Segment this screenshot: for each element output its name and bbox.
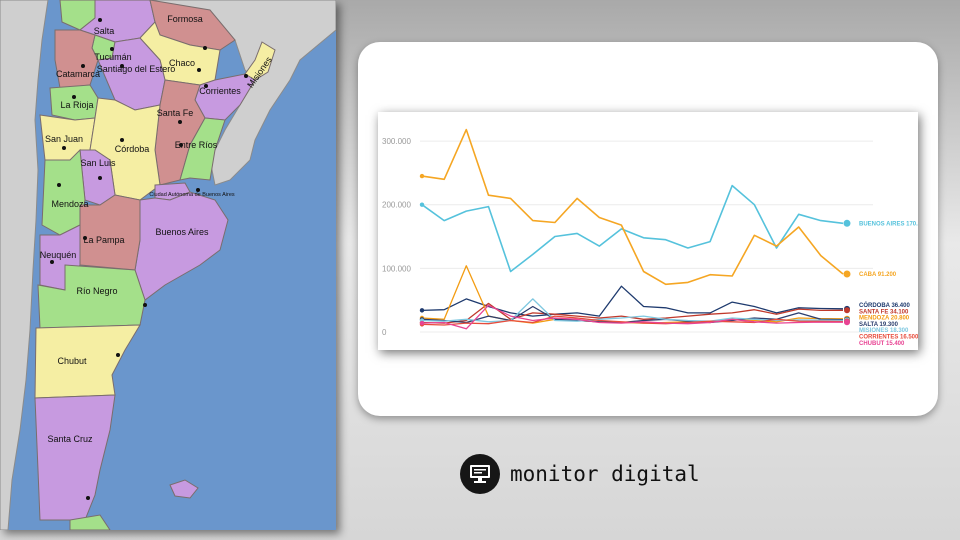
map-label-mendoza: Mendoza (51, 199, 88, 209)
argentina-map: Salta Formosa Tucumán Chaco Misiones Cat… (0, 0, 336, 530)
map-label-santiago: Santiago del Estero (97, 64, 176, 74)
capital-dots (50, 18, 248, 500)
brand: monitor digital (460, 454, 700, 494)
map-label-corrientes: Corrientes (199, 86, 241, 96)
y-axis-ticks: 0 100.000 200.000 300.000 (382, 137, 411, 337)
series-line (421, 128, 844, 286)
map-label-sanjuan: San Juan (45, 134, 83, 144)
series-start-point (419, 173, 425, 179)
series-end-point (844, 307, 850, 314)
chart-end-labels: BUENOS AIRES 170.800 CABA 91.200 CÓRDOBA 3… (859, 221, 918, 346)
map-label-catamarca: Catamarca (56, 69, 100, 79)
brand-name: monitor digital (510, 462, 700, 486)
map-label-chaco: Chaco (169, 58, 195, 68)
y-tick-label: 100.000 (382, 264, 411, 273)
chart-series-lines (419, 128, 851, 330)
series-line (421, 304, 844, 330)
line-chart-svg: 0 100.000 200.000 300.000 BUENOS AIRES 170.… (382, 128, 918, 347)
series-end-point (843, 219, 851, 227)
series-end-label: MISIONES 18.300 (859, 328, 909, 334)
province-santacruz (34, 394, 116, 521)
series-end-label: CABA 91.200 (859, 272, 897, 278)
map-label-formosa: Formosa (167, 14, 203, 24)
map-label-entrerios: Entre Ríos (175, 140, 218, 150)
neighbor-land (149, 0, 336, 186)
line-chart: 0 100.000 200.000 300.000 BUENOS AIRES 170.… (378, 112, 918, 350)
series-line (421, 265, 844, 324)
map-label-cordoba: Córdoba (115, 144, 150, 154)
series-end-point (844, 319, 850, 326)
chart-grid (420, 140, 873, 333)
series-start-point (419, 308, 425, 313)
province-tierradelfuego (69, 514, 111, 530)
series-end-label: BUENOS AIRES 170.800 (859, 221, 918, 227)
series-start-point (419, 320, 425, 326)
series-end-label: CÓRDOBA 36.400 (859, 301, 910, 309)
province-mendoza (41, 148, 86, 236)
province-catamarca (54, 29, 99, 89)
series-line (421, 184, 844, 273)
y-tick-label: 200.000 (382, 201, 411, 210)
map-label-sanluis: San Luis (80, 158, 116, 168)
map-label-chubut: Chubut (57, 356, 87, 366)
map-label-larioja: La Rioja (60, 100, 93, 110)
map-label-salta: Salta (94, 26, 115, 36)
map-label-buenosaires: Buenos Aires (155, 227, 209, 237)
province-lapampa (79, 194, 141, 271)
map-label-tucuman: Tucumán (94, 52, 131, 62)
monitor-icon (460, 454, 500, 494)
map-label-rionegro: Río Negro (76, 286, 117, 296)
province-entrerios (179, 117, 226, 181)
map-drawing: Salta Formosa Tucumán Chaco Misiones Cat… (0, 0, 336, 530)
map-label-caba: Ciudad Autónoma de Buenos Aires (149, 192, 235, 198)
series-end-label: SALTA 19.300 (859, 322, 899, 328)
series-start-point (419, 202, 425, 207)
series-end-label: SANTA FE 34.100 (859, 309, 909, 315)
y-tick-label: 0 (382, 328, 387, 337)
y-tick-label: 300.000 (382, 137, 411, 146)
series-line (421, 285, 844, 317)
series-end-label: MENDOZA 20.800 (859, 316, 910, 322)
map-label-santacruz: Santa Cruz (47, 434, 93, 444)
series-end-point (843, 270, 851, 278)
series-end-label: CORRIENTES 16.500 (859, 335, 918, 341)
province-buenosaires (134, 191, 229, 301)
series-end-label: CHUBUT 15.400 (859, 341, 905, 347)
map-label-lapampa: La Pampa (83, 235, 124, 245)
map-label-neuquen: Neuquén (40, 250, 77, 260)
neighbor-land-west (0, 0, 49, 530)
series-line (421, 305, 844, 324)
malvinas-islands (169, 479, 199, 499)
map-label-santafe: Santa Fe (157, 108, 194, 118)
province-chubut (34, 324, 141, 399)
